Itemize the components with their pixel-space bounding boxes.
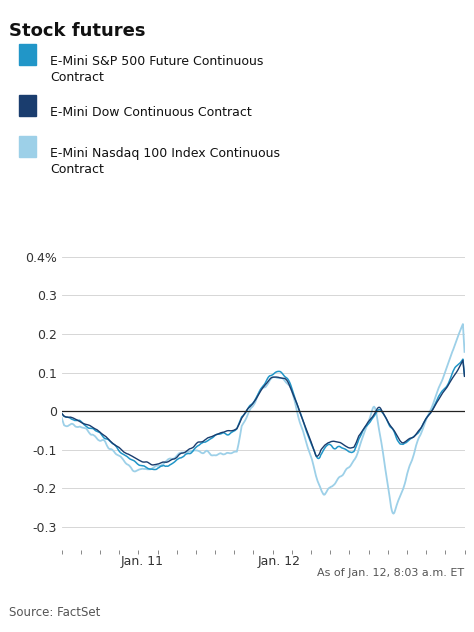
Text: Source: FactSet: Source: FactSet xyxy=(9,606,101,619)
Text: Stock futures: Stock futures xyxy=(9,22,146,40)
Text: E-Mini S&P 500 Future Continuous
Contract: E-Mini S&P 500 Future Continuous Contrac… xyxy=(50,55,263,84)
Text: E-Mini Nasdaq 100 Index Continuous
Contract: E-Mini Nasdaq 100 Index Continuous Contr… xyxy=(50,147,280,176)
Text: As of Jan. 12, 8:03 a.m. ET: As of Jan. 12, 8:03 a.m. ET xyxy=(318,568,465,578)
Text: E-Mini Dow Continuous Contract: E-Mini Dow Continuous Contract xyxy=(50,106,252,119)
